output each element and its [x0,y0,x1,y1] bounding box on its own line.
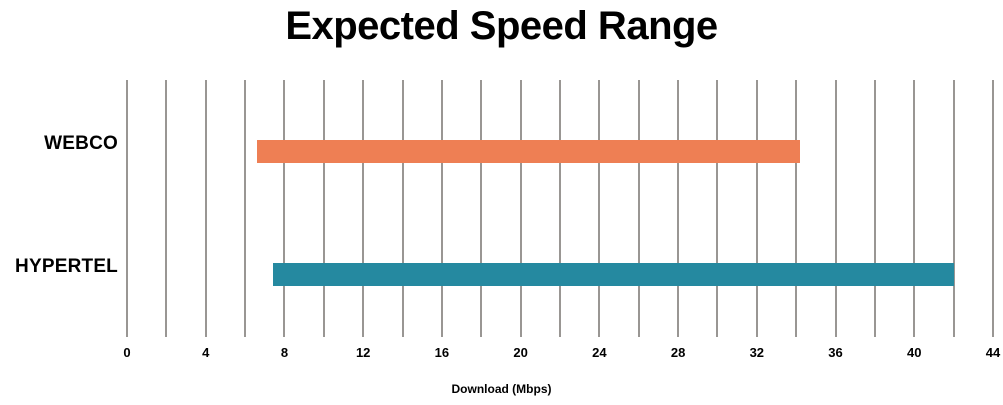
gridline [322,80,325,337]
gridline [244,80,247,337]
gridline [519,80,522,337]
gridline [873,80,876,337]
gridline [165,80,168,337]
plot-area [126,80,994,337]
range-bar [272,263,954,286]
category-axis-labels: WEBCO HYPERTEL [0,0,118,405]
x-tick-label: 40 [907,345,922,360]
gridline [362,80,365,337]
chart-title: Expected Speed Range [285,4,718,48]
x-tick-label: 20 [513,345,528,360]
x-tick-label: 44 [985,345,1001,360]
gridline [204,80,207,337]
gridline [795,80,798,337]
gridline [440,80,443,337]
gridline [952,80,955,337]
category-label: HYPERTEL [15,256,118,277]
gridline [283,80,286,337]
gridline [401,80,404,337]
x-tick-label: 36 [828,345,843,360]
gridline [480,80,483,337]
gridline [992,80,994,337]
gridline [913,80,916,337]
range-bar [256,140,801,163]
x-tick-label: 12 [355,345,371,360]
gridline [834,80,837,337]
x-tick-label: 32 [749,345,765,360]
category-label: WEBCO [44,133,118,154]
x-tick-label: 0 [123,345,131,360]
gridline [598,80,601,337]
x-tick-label: 24 [592,345,607,360]
x-tick-label: 4 [202,345,210,360]
gridline [126,80,128,337]
x-tick-label: 8 [280,345,289,360]
gridline [755,80,758,337]
x-tick-label: 16 [434,345,450,360]
gridline [559,80,561,337]
x-tick-label: 28 [670,345,686,360]
x-axis-title: Download (Mbps) [451,382,552,396]
gridline [677,80,680,337]
gridline [716,80,719,337]
gridline [637,80,640,337]
